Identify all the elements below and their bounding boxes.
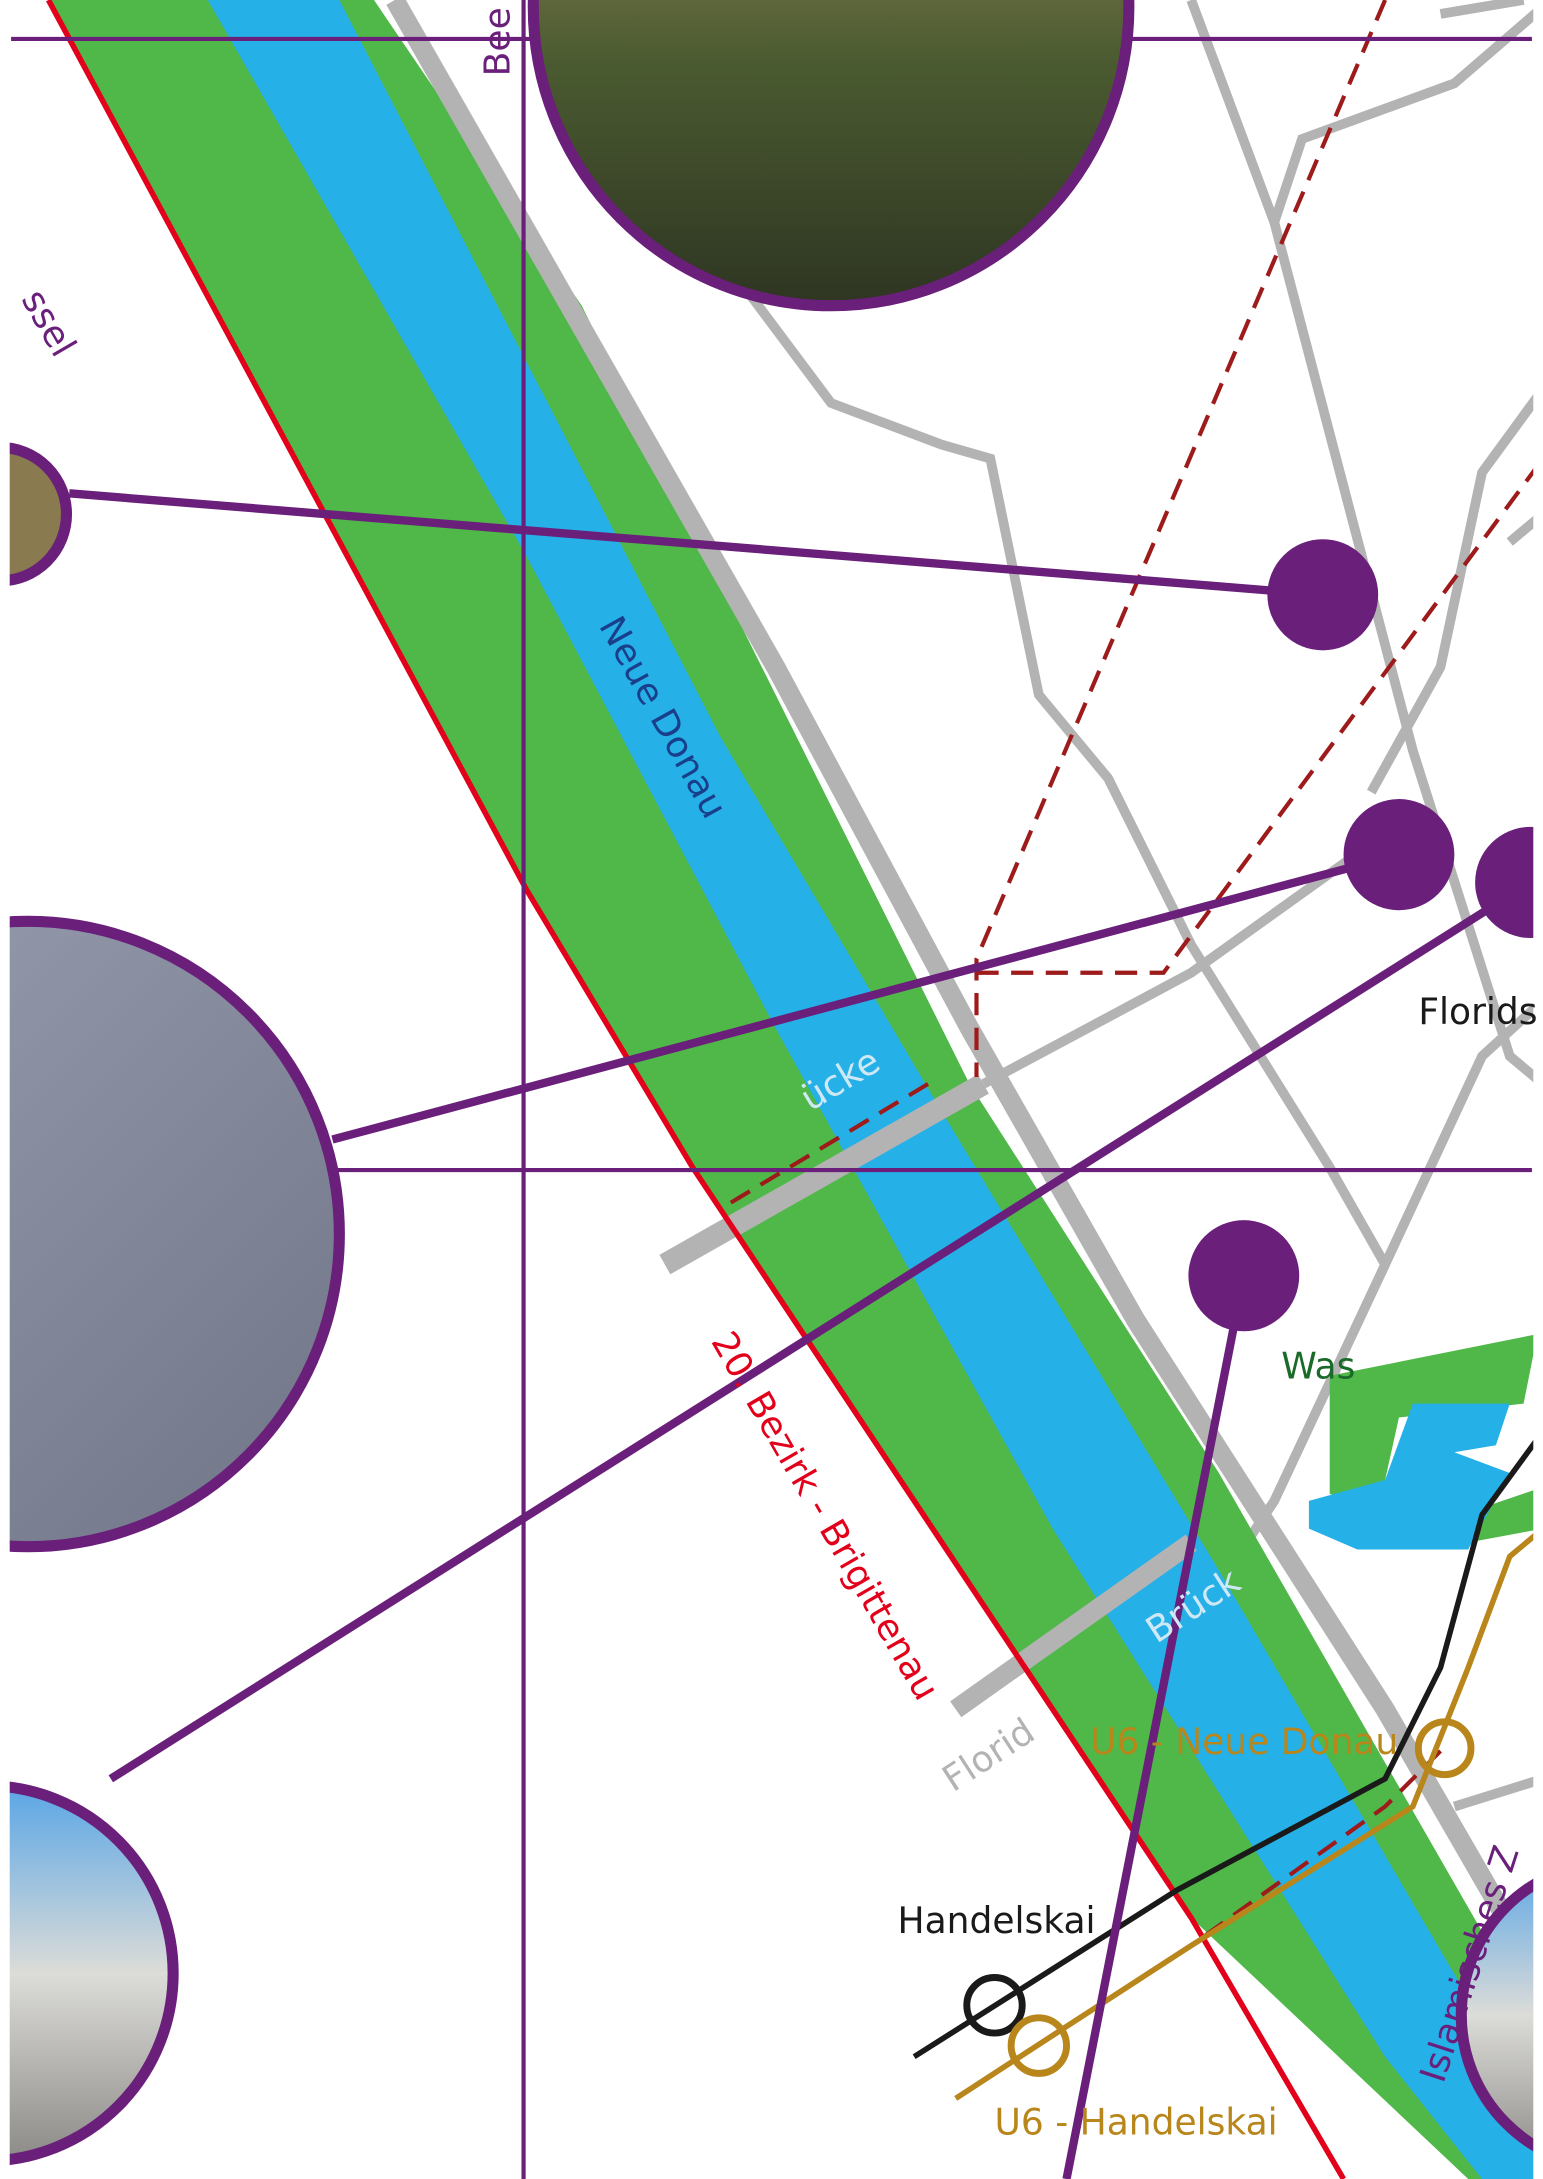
water-blue <box>1308 1403 1510 1550</box>
station-label: U6 - Handelskai <box>995 2101 1278 2143</box>
station <box>963 1974 1026 2037</box>
markers <box>1188 539 1543 1332</box>
dashed-boundary <box>719 0 1543 1948</box>
u6-line <box>954 1526 1543 2101</box>
river <box>207 0 1543 2179</box>
bridge <box>659 1074 989 1275</box>
station <box>1414 1718 1475 1779</box>
photo-circle <box>527 0 1135 312</box>
water-label: Was <box>1281 1345 1355 1387</box>
station-label: Handelskai <box>898 1900 1096 1942</box>
photo-circle <box>0 441 73 587</box>
street-label: Bee <box>477 7 519 76</box>
station <box>1007 2014 1070 2077</box>
connectors <box>68 489 1533 2179</box>
place-label: Florids <box>1418 991 1537 1033</box>
margin <box>0 0 10 2179</box>
margin <box>1533 0 1543 2179</box>
rail-line <box>912 1429 1543 2060</box>
district-boundary <box>46 0 1346 2179</box>
photo-circle <box>0 915 345 1553</box>
bridge <box>950 1534 1197 1718</box>
circle-label: ssel <box>13 282 84 364</box>
photo-circle <box>1455 1873 1543 2157</box>
station-label: U6 - Neue Donau <box>1090 1721 1398 1763</box>
embankment-road <box>386 0 1543 1979</box>
street-label: Florid <box>935 1710 1042 1800</box>
photo-circle <box>0 1780 179 2166</box>
streets <box>744 0 1543 1812</box>
